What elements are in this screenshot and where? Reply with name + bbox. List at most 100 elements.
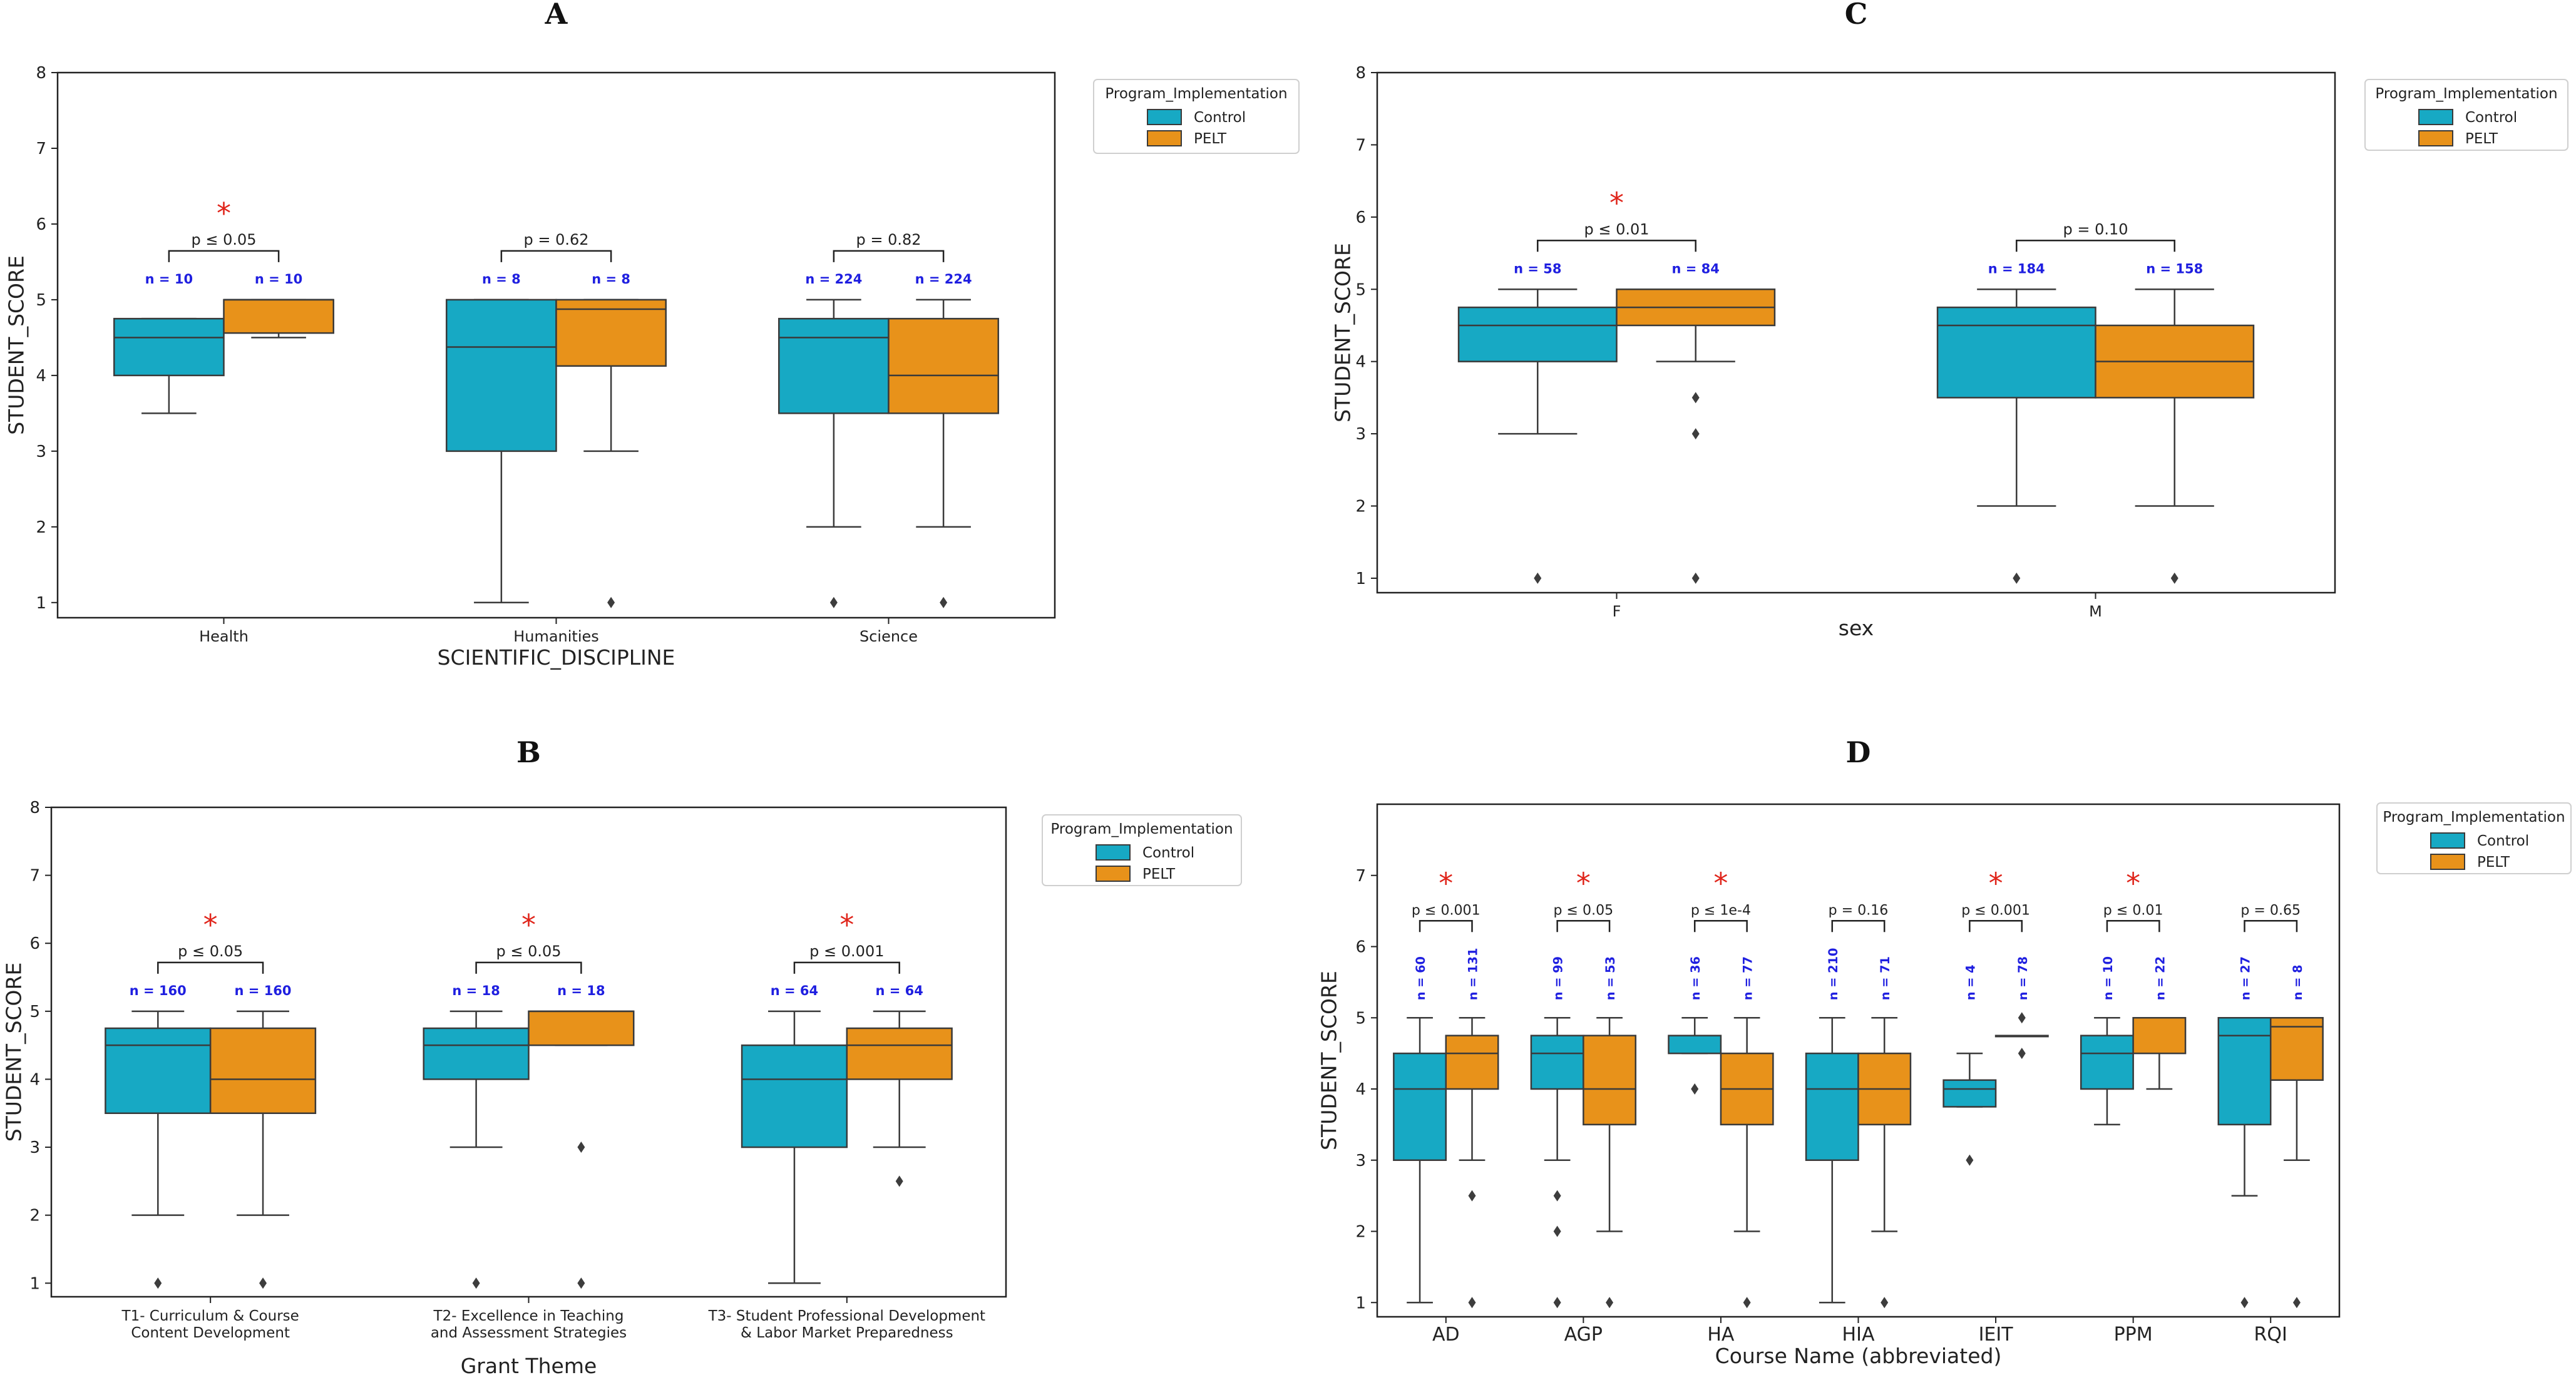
n-label: n = 78 <box>2016 956 2030 1000</box>
y-tick-label: 2 <box>1355 1223 1366 1242</box>
y-axis-label: STUDENT_SCORE <box>2 963 26 1142</box>
p-value-label: p ≤ 0.001 <box>809 943 884 960</box>
outlier-point <box>1553 1297 1561 1309</box>
chart-panel-b: B 1 2 3 4 5 6 7 8 STUDENT_SCORE Grant Theme T1- Cur… <box>2 735 1242 1378</box>
legend-label-control: Control <box>2465 110 2517 126</box>
box-body <box>423 1027 530 1080</box>
y-tick-label: 7 <box>29 867 40 886</box>
n-label: n = 224 <box>915 272 972 287</box>
y-tick-label: 1 <box>36 594 46 613</box>
outlier-point <box>1966 1154 1974 1166</box>
p-value-bracket <box>1969 920 2023 933</box>
p-value-bracket <box>1419 920 1473 933</box>
n-label: n = 36 <box>1688 956 1703 1000</box>
significance-star: * <box>839 908 854 942</box>
n-label: n = 10 <box>2101 956 2115 1000</box>
n-label: n = 71 <box>1878 956 1892 1000</box>
n-label: n = 224 <box>805 272 862 287</box>
p-value-label: p ≤ 0.01 <box>2103 902 2163 918</box>
box-control-1 <box>423 1010 530 1289</box>
n-label: n = 160 <box>235 983 292 998</box>
x-tick-label: T2- Excellence in Teaching <box>433 1308 624 1324</box>
box-body <box>2269 1017 2324 1081</box>
legend-swatch-control <box>1096 844 1131 861</box>
box-pelt-4 <box>1994 1012 2049 1060</box>
box-pelt-2 <box>888 299 999 608</box>
box-pelt-0 <box>1445 1017 1499 1309</box>
y-tick-label: 4 <box>1355 353 1366 372</box>
box-control-2 <box>1668 1017 1722 1095</box>
outlier-point <box>1691 392 1700 404</box>
p-value-bracket <box>2106 920 2160 933</box>
outlier-point <box>2018 1048 2026 1060</box>
box-control-5 <box>2080 1017 2134 1126</box>
legend-swatch-pelt <box>2430 854 2465 870</box>
box-control-0 <box>113 317 225 414</box>
p-value-bracket <box>475 961 582 974</box>
legend-title: Program_Implementation <box>2383 809 2565 825</box>
legend-frame <box>1093 79 1300 154</box>
y-axis-label: STUDENT_SCORE <box>4 255 29 435</box>
n-label: n = 58 <box>1514 261 1561 276</box>
y-tick-label: 7 <box>36 140 46 158</box>
p-value-label: p = 0.62 <box>523 231 588 248</box>
legend-label-pelt: PELT <box>2477 854 2510 871</box>
x-tick-label: M <box>2089 603 2102 620</box>
outlier-point <box>1691 1083 1699 1095</box>
x-axis-label: sex <box>1839 616 1874 640</box>
p-value-bracket <box>1556 920 1611 933</box>
x-tick-label: HA <box>1707 1324 1735 1346</box>
x-tick-label: Humanities <box>513 628 599 645</box>
x-tick-label: RQI <box>2254 1324 2287 1346</box>
n-label: n = 4 <box>1963 964 1978 1000</box>
p-value-bracket <box>168 250 280 262</box>
n-label: n = 64 <box>876 983 923 998</box>
box-body <box>528 1010 635 1046</box>
box-body <box>1457 306 1618 362</box>
y-tick-label: 1 <box>1355 1294 1366 1312</box>
outlier-point <box>1553 1225 1561 1237</box>
box-control-6 <box>2217 1017 2272 1309</box>
legend-frame <box>2376 802 2572 874</box>
box-body <box>223 299 334 334</box>
box-control-3 <box>1805 1017 1859 1304</box>
outlier-point <box>577 1277 585 1289</box>
outlier-point <box>2018 1012 2026 1024</box>
n-label: n = 210 <box>1826 948 1840 1001</box>
y-tick-label: 6 <box>1355 938 1366 957</box>
outlier-point <box>2240 1297 2249 1309</box>
box-pelt-5 <box>2132 1017 2187 1090</box>
x-tick-label: & Labor Market Preparedness <box>741 1325 953 1341</box>
significance-star: * <box>1713 866 1728 900</box>
outlier-point <box>1468 1297 1476 1309</box>
x-tick-label: PPM <box>2114 1324 2153 1346</box>
outlier-point <box>154 1277 162 1289</box>
y-tick-label: 3 <box>1355 1152 1366 1170</box>
chart-title: C <box>1845 0 1868 31</box>
significance-star: * <box>217 197 231 230</box>
legend-title: Program_Implementation <box>2375 86 2557 102</box>
outlier-point <box>607 596 615 608</box>
x-tick-label: T3- Student Professional Development <box>708 1308 986 1324</box>
legend-swatch-control <box>2430 832 2465 849</box>
legend-label-pelt: PELT <box>1142 866 1176 882</box>
chart-panel-a: A 1 2 3 4 5 6 7 8 STUDENT_SCORE SCIENTIFIC_DISCIPL… <box>4 0 1300 670</box>
x-tick-label: T1- Curriculum & Course <box>121 1308 299 1324</box>
box-pelt-6 <box>2269 1017 2324 1309</box>
box-pelt-3 <box>1857 1017 1912 1309</box>
x-tick-label: Content Development <box>131 1325 290 1341</box>
y-tick-label: 6 <box>29 934 40 953</box>
box-body <box>888 317 999 414</box>
box-control-0 <box>1457 289 1618 584</box>
outlier-point <box>895 1175 903 1187</box>
x-tick-label: HIA <box>1842 1324 1875 1346</box>
y-tick-label: 5 <box>1355 1009 1366 1028</box>
box-body <box>846 1027 953 1080</box>
p-value-label: p = 0.82 <box>856 231 921 248</box>
n-label: n = 53 <box>1603 956 1618 1000</box>
significance-star: * <box>1439 866 1453 900</box>
x-tick-label: AD <box>1432 1324 1460 1346</box>
p-value-label: p ≤ 0.001 <box>1412 902 1480 918</box>
box-pelt-0 <box>1616 289 1776 584</box>
